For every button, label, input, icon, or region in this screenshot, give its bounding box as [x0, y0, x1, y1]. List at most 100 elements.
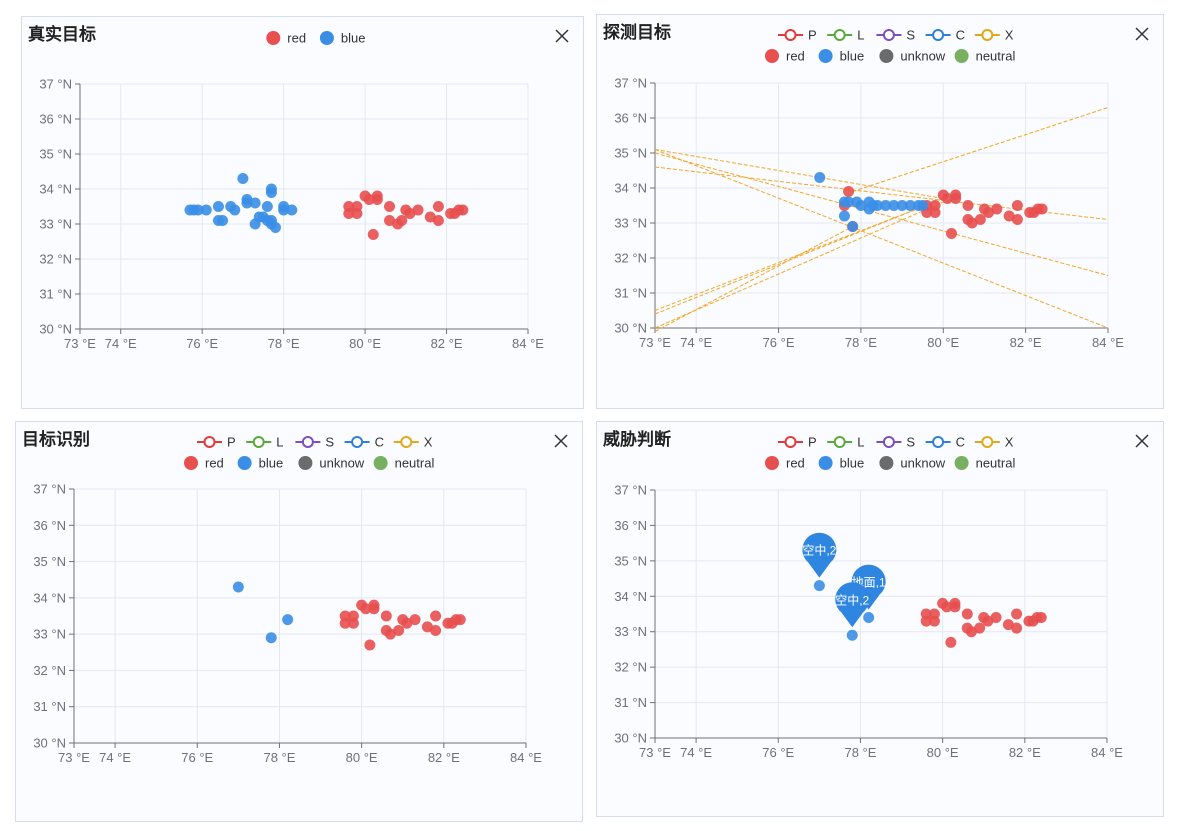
- point-blue[interactable]: [265, 187, 277, 198]
- point-red[interactable]: [982, 615, 994, 627]
- point-red[interactable]: [368, 599, 380, 611]
- point-red[interactable]: [1011, 622, 1023, 634]
- point-red[interactable]: [1036, 203, 1048, 215]
- point-red[interactable]: [401, 617, 413, 629]
- legend-item-red[interactable]: red: [266, 31, 306, 46]
- point-red[interactable]: [343, 208, 355, 219]
- point-red[interactable]: [965, 626, 977, 638]
- point-red[interactable]: [396, 215, 408, 226]
- point-red[interactable]: [920, 615, 932, 627]
- legend-item-C[interactable]: C: [344, 435, 384, 450]
- point-red[interactable]: [950, 189, 962, 201]
- point-red[interactable]: [974, 214, 986, 225]
- legend-item-X[interactable]: X: [393, 435, 433, 450]
- point-blue[interactable]: [212, 201, 224, 212]
- legend-item-blue[interactable]: blue: [319, 31, 366, 46]
- threat-pin[interactable]: 空中,2: [802, 532, 837, 578]
- point-red[interactable]: [1035, 612, 1047, 624]
- legend-item-blue[interactable]: blue: [818, 456, 865, 471]
- point-blue[interactable]: [249, 197, 261, 209]
- legend-item-neutral[interactable]: neutral: [373, 456, 435, 471]
- point-red[interactable]: [432, 215, 444, 226]
- legend-item-S[interactable]: S: [295, 435, 334, 450]
- point-red[interactable]: [843, 186, 855, 197]
- legend-item-L[interactable]: L: [827, 28, 864, 43]
- point-blue[interactable]: [863, 203, 875, 215]
- point-red[interactable]: [962, 200, 974, 211]
- point-blue[interactable]: [863, 612, 875, 624]
- point-blue[interactable]: [278, 204, 290, 216]
- legend-item-S[interactable]: S: [876, 28, 915, 43]
- point-red[interactable]: [929, 207, 941, 218]
- point-red[interactable]: [432, 201, 444, 212]
- point-red[interactable]: [1011, 200, 1023, 211]
- point-red[interactable]: [339, 617, 351, 629]
- legend-item-neutral[interactable]: neutral: [954, 49, 1016, 64]
- legend-item-S[interactable]: S: [876, 435, 915, 450]
- point-blue[interactable]: [282, 614, 294, 626]
- point-blue[interactable]: [904, 200, 916, 211]
- legend-item-P[interactable]: P: [197, 435, 236, 450]
- point-blue[interactable]: [896, 200, 908, 211]
- threat-pin[interactable]: 空中,2: [835, 582, 870, 628]
- point-blue[interactable]: [232, 581, 244, 593]
- point-blue[interactable]: [237, 173, 249, 184]
- point-red[interactable]: [949, 597, 961, 609]
- point-blue[interactable]: [200, 204, 212, 216]
- point-red[interactable]: [351, 208, 363, 219]
- point-red[interactable]: [360, 603, 372, 615]
- point-blue[interactable]: [265, 215, 277, 226]
- point-red[interactable]: [941, 193, 953, 204]
- legend-item-red[interactable]: red: [765, 456, 805, 471]
- point-red[interactable]: [367, 229, 379, 240]
- point-red[interactable]: [990, 612, 1002, 624]
- point-red[interactable]: [946, 228, 958, 239]
- point-blue[interactable]: [192, 204, 204, 216]
- point-red[interactable]: [928, 615, 940, 627]
- point-red[interactable]: [384, 201, 396, 212]
- legend-item-blue[interactable]: blue: [237, 456, 284, 471]
- point-red[interactable]: [1003, 210, 1015, 222]
- point-red[interactable]: [1011, 214, 1023, 225]
- point-red[interactable]: [380, 610, 392, 622]
- point-red[interactable]: [1011, 608, 1023, 620]
- point-red[interactable]: [409, 614, 421, 626]
- point-blue[interactable]: [846, 629, 858, 641]
- legend-item-C[interactable]: C: [925, 435, 965, 450]
- point-red[interactable]: [945, 636, 957, 648]
- legend-item-unknow[interactable]: unknow: [879, 49, 946, 64]
- point-red[interactable]: [430, 625, 442, 637]
- point-blue[interactable]: [917, 200, 929, 211]
- point-blue[interactable]: [871, 200, 883, 211]
- point-blue[interactable]: [241, 197, 253, 209]
- point-red[interactable]: [1002, 619, 1014, 631]
- point-blue[interactable]: [855, 200, 867, 211]
- legend-item-red[interactable]: red: [765, 49, 805, 64]
- point-blue[interactable]: [229, 204, 241, 216]
- close-icon[interactable]: [1133, 432, 1151, 450]
- legend-item-L[interactable]: L: [827, 435, 864, 450]
- point-red[interactable]: [974, 622, 986, 634]
- point-blue[interactable]: [286, 204, 298, 216]
- point-blue[interactable]: [217, 215, 229, 226]
- point-red[interactable]: [371, 190, 383, 202]
- point-blue[interactable]: [813, 580, 825, 592]
- point-blue[interactable]: [261, 201, 273, 212]
- point-blue[interactable]: [838, 210, 850, 222]
- point-red[interactable]: [454, 614, 466, 626]
- legend-item-unknow[interactable]: unknow: [879, 456, 946, 471]
- point-red[interactable]: [961, 608, 973, 620]
- point-blue[interactable]: [888, 200, 900, 211]
- close-icon[interactable]: [552, 432, 570, 450]
- point-red[interactable]: [941, 601, 953, 613]
- legend-item-L[interactable]: L: [246, 435, 283, 450]
- point-red[interactable]: [364, 639, 376, 651]
- point-red[interactable]: [421, 621, 433, 633]
- point-blue[interactable]: [843, 196, 855, 208]
- close-icon[interactable]: [553, 27, 571, 45]
- legend-item-unknow[interactable]: unknow: [298, 456, 365, 471]
- legend-item-blue[interactable]: blue: [818, 49, 865, 64]
- legend-item-P[interactable]: P: [778, 435, 817, 450]
- legend-item-X[interactable]: X: [974, 435, 1014, 450]
- point-blue[interactable]: [265, 632, 277, 644]
